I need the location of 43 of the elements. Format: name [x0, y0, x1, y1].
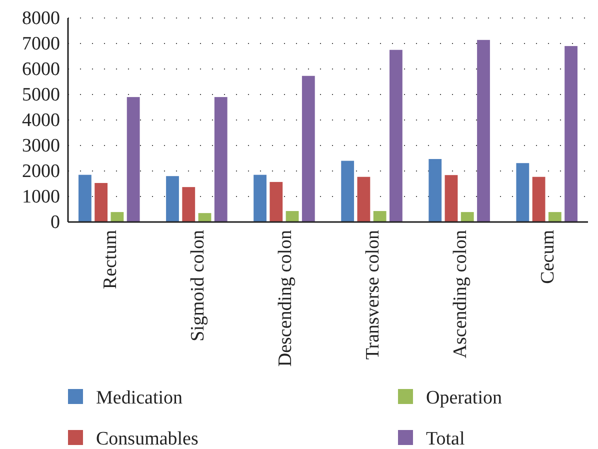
y-tick-label: 6000 — [22, 59, 60, 80]
bar — [270, 182, 283, 222]
bar — [286, 211, 299, 222]
bar — [428, 159, 442, 222]
y-tick-label: 2000 — [22, 161, 60, 182]
bar — [94, 182, 108, 222]
bar — [254, 174, 266, 222]
y-tick-label: 3000 — [22, 136, 60, 157]
bar — [357, 176, 370, 222]
x-tick-label: Transverse colon — [362, 230, 384, 360]
bar — [110, 212, 124, 222]
legend-label: Operation — [426, 388, 502, 409]
bar — [182, 187, 196, 222]
x-tick-label: Rectum — [100, 230, 121, 290]
bar — [198, 213, 212, 222]
bar — [214, 97, 228, 222]
legend-label: Consumables — [96, 428, 198, 449]
y-tick-label: 7000 — [22, 34, 60, 55]
x-tick-label: Sigmoid colon — [187, 230, 208, 342]
bar — [548, 212, 562, 222]
legend-label: Total — [426, 428, 465, 449]
x-tick-label: Cecum — [538, 230, 559, 284]
bar — [78, 174, 92, 222]
bar — [373, 211, 386, 222]
bar — [516, 163, 530, 222]
bar — [444, 175, 458, 222]
y-tick-label: 1000 — [22, 186, 60, 208]
bar — [460, 212, 474, 222]
y-tick-label: 4000 — [22, 110, 60, 132]
bar — [390, 50, 402, 222]
y-tick-label: 5000 — [22, 84, 60, 106]
bar — [166, 176, 179, 222]
bar — [477, 40, 490, 222]
bar — [302, 76, 315, 222]
bar — [532, 176, 546, 222]
x-tick-label: Descending colon — [274, 230, 296, 367]
x-tick-label: Ascending colon — [450, 230, 471, 358]
bar — [341, 160, 354, 222]
legend-label: Medication — [96, 388, 184, 409]
y-tick-label: 0 — [50, 212, 60, 234]
y-tick-label: 8000 — [22, 8, 60, 30]
bar — [126, 97, 140, 222]
bar — [564, 46, 578, 222]
